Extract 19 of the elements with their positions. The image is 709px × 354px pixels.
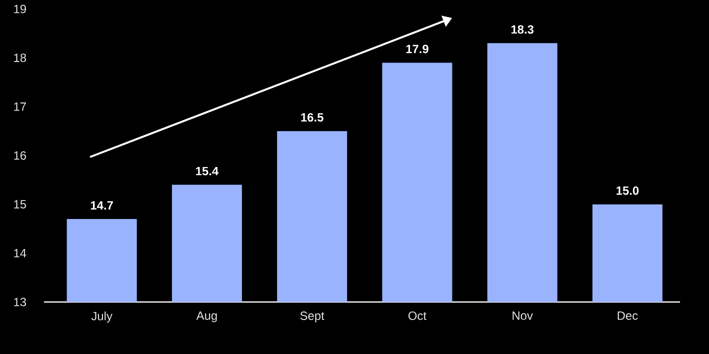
x-tick-label: Sept	[300, 312, 324, 322]
data-label: 15.4	[196, 166, 219, 176]
data-label: 14.7	[90, 201, 113, 210]
y-tick-label: 15	[14, 200, 26, 208]
y-tick-label: 14	[14, 249, 26, 258]
data-label: 16.5	[301, 113, 324, 122]
y-tick-label: 18	[14, 54, 26, 62]
x-tick-label: Dec	[618, 312, 638, 320]
x-tick-label: Aug	[196, 312, 217, 322]
x-tick-label: Oct	[408, 312, 426, 320]
data-label: 15.0	[616, 186, 639, 195]
x-tick-label: July	[91, 312, 112, 323]
y-tick-label: 19	[14, 4, 26, 14]
data-label: 18.3	[511, 25, 534, 34]
y-tick-label: 16	[14, 151, 26, 160]
x-tick-label: Nov	[512, 312, 533, 320]
data-label: 17.9	[406, 44, 428, 54]
y-tick-label: 17	[14, 102, 26, 111]
y-tick-label: 13	[14, 298, 26, 306]
